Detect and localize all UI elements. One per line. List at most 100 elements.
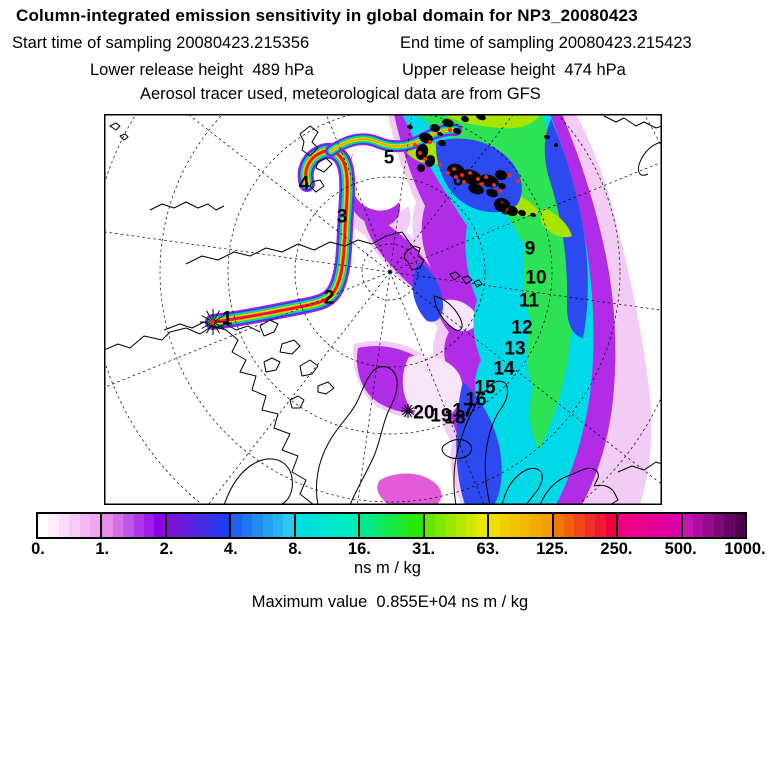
graticule-circle <box>294 176 486 368</box>
colorbar-shade <box>177 514 188 537</box>
colorbar-tick-label: 1000. <box>724 540 766 558</box>
fire-hotspot <box>430 123 440 133</box>
plume-region-purple-wisp <box>346 152 400 227</box>
colorbar-segment <box>229 514 294 537</box>
fire-hotspot <box>438 139 446 147</box>
colorbar-shade <box>435 514 446 537</box>
colorbar-shade <box>295 514 307 537</box>
coastline <box>315 366 398 505</box>
colorbar-shade <box>682 514 693 537</box>
tracer-meteo-label: Aerosol tracer used, meteorological data… <box>140 85 541 103</box>
colorbar-shade <box>412 514 423 537</box>
colorbar-shade <box>306 514 317 537</box>
graticule-circle <box>159 114 621 503</box>
colorbar-tick-label: 31. <box>412 540 436 558</box>
fire-hotspot-active <box>484 175 488 179</box>
trajectory-day-label: 20 <box>413 403 434 424</box>
colorbar-shade <box>445 514 456 537</box>
colorbar-segment <box>487 514 552 537</box>
coastline <box>453 380 509 505</box>
coastline <box>501 467 543 505</box>
colorbar-shade <box>455 514 467 537</box>
coastline <box>309 179 325 193</box>
trajectory-day-label: 15 <box>474 378 496 399</box>
colorbar-shade <box>628 514 639 537</box>
trajectory-day-label: 8 <box>501 199 512 220</box>
colorbar-shade <box>638 514 650 537</box>
colorbar-shade <box>489 514 500 537</box>
trajectory-day-label: 12 <box>511 318 532 339</box>
colorbar-shade <box>38 514 49 537</box>
coastline <box>163 321 261 333</box>
trajectory-day-label: 2 <box>324 288 335 309</box>
colorbar-shade <box>659 514 671 537</box>
coastline <box>109 122 121 131</box>
colorbar-shade <box>187 514 199 537</box>
colorbar-shade <box>553 514 565 537</box>
colorbar-shade <box>316 514 328 537</box>
graticule-meridian <box>356 271 391 505</box>
colorbar-shade <box>48 514 59 537</box>
graticule-meridian <box>325 114 391 273</box>
coastline <box>449 271 461 281</box>
graticule-meridian <box>187 114 391 273</box>
fire-hotspot <box>530 212 536 218</box>
fire-hotspot <box>461 115 469 123</box>
trajectory-band-hook <box>212 150 348 323</box>
coastline <box>149 201 225 211</box>
colorbar-tick-label: 125. <box>536 540 569 558</box>
fire-hotspot <box>544 134 550 140</box>
coastline <box>185 231 403 265</box>
fire-hotspot-active <box>492 183 496 187</box>
fire-hotspot <box>486 188 498 198</box>
colorbar-shade <box>370 514 382 537</box>
fire-hotspot <box>442 118 454 128</box>
trajectory-day-label: 4 <box>299 174 310 195</box>
trajectory-day-label: 5 <box>384 148 395 169</box>
fire-hotspot-active <box>476 177 480 181</box>
graticule-meridian <box>207 271 391 505</box>
fire-hotspot <box>437 131 443 137</box>
fire-hotspot-active <box>468 171 472 175</box>
coastline <box>473 279 483 288</box>
coastline <box>403 245 425 271</box>
colorbar-shade <box>208 514 219 537</box>
colorbar-segment <box>358 514 423 537</box>
colorbar-tick-label: 1. <box>95 540 110 558</box>
fire-hotspot-active <box>413 143 417 147</box>
fire-hotspot <box>417 164 425 172</box>
coastline <box>617 461 662 473</box>
trajectory-day-label: 17 <box>452 401 473 422</box>
graticule-meridian <box>389 271 662 485</box>
graticule-meridian <box>389 161 662 273</box>
graticule-meridian <box>389 271 485 505</box>
colorbar-shade <box>605 514 617 537</box>
colorbar-shade <box>466 514 477 537</box>
trajectory-day-label: 18 <box>444 408 465 429</box>
colorbar-shade <box>584 514 596 537</box>
fire-hotspot-active <box>506 207 510 211</box>
trajectory-day-label: 13 <box>504 339 525 360</box>
plume-region-yellowgreen-s3 <box>540 208 572 238</box>
trajectory-day-label: 14 <box>493 359 515 380</box>
colorbar-shade <box>703 514 714 537</box>
fire-hotspot-active <box>423 157 427 161</box>
colorbar-shade <box>670 514 681 537</box>
maximum-value-label: Maximum value 0.855E+04 ns m / kg <box>251 593 529 611</box>
colorbar <box>36 512 747 539</box>
trajectory-day-label: 6 <box>453 170 464 191</box>
colorbar-shade <box>618 514 629 537</box>
coastline <box>119 133 129 141</box>
trajectory-day-label: 3 <box>337 207 348 228</box>
colorbar-shade <box>734 514 745 537</box>
fire-hotspot <box>518 209 526 217</box>
coastline <box>104 325 315 505</box>
trajectory-day-label: 16 <box>465 390 486 411</box>
colorbar-tick-label: 2. <box>159 540 174 558</box>
colorbar-shade <box>595 514 606 537</box>
colorbar-shade <box>713 514 725 537</box>
colorbar-shade <box>198 514 209 537</box>
colorbar-shade <box>564 514 575 537</box>
